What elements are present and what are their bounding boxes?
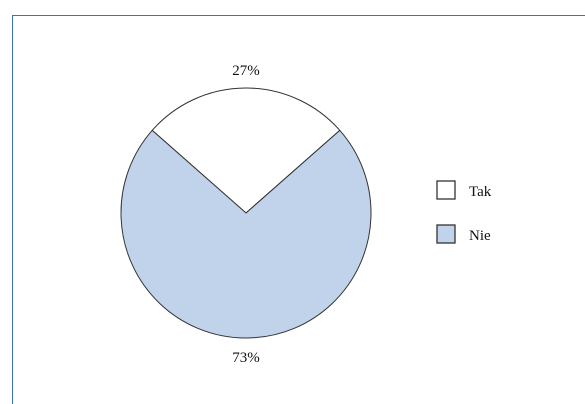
legend-swatch-tak: [436, 180, 456, 200]
legend: Tak Nie: [436, 180, 492, 244]
frame-left-border: [12, 15, 13, 404]
pie-slice-nie: [120, 129, 372, 339]
pie-slices: [120, 87, 372, 339]
slice-label-nie: 73%: [232, 350, 260, 366]
legend-swatch-nie: [436, 224, 456, 244]
legend-label-nie: Nie: [469, 228, 491, 244]
frame-top-border: [12, 15, 585, 16]
pie-slice-tak: [151, 87, 341, 214]
legend-label-tak: Tak: [469, 184, 492, 200]
slice-label-tak: 27%: [232, 63, 260, 79]
